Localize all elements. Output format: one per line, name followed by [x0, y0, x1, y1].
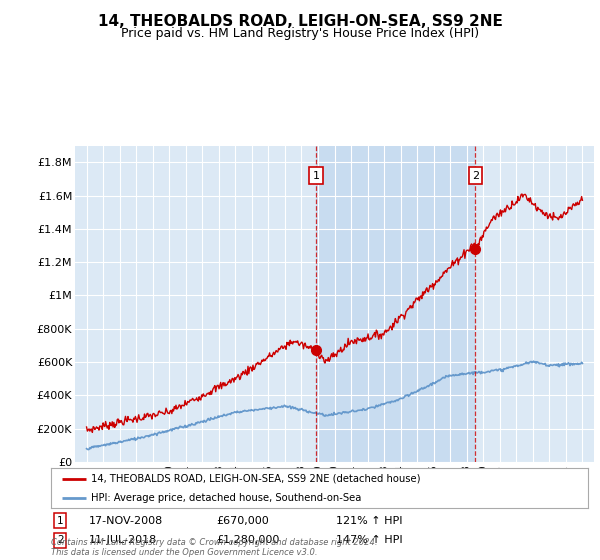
Text: 121% ↑ HPI: 121% ↑ HPI — [336, 516, 403, 526]
Text: 2: 2 — [57, 535, 64, 545]
Text: 17-NOV-2008: 17-NOV-2008 — [89, 516, 163, 526]
Text: 147% ↑ HPI: 147% ↑ HPI — [336, 535, 403, 545]
Text: £1,280,000: £1,280,000 — [216, 535, 280, 545]
Text: HPI: Average price, detached house, Southend-on-Sea: HPI: Average price, detached house, Sout… — [91, 493, 362, 503]
Text: £670,000: £670,000 — [216, 516, 269, 526]
Text: 2: 2 — [472, 171, 479, 180]
Text: 1: 1 — [313, 171, 319, 180]
Text: 14, THEOBALDS ROAD, LEIGH-ON-SEA, SS9 2NE (detached house): 14, THEOBALDS ROAD, LEIGH-ON-SEA, SS9 2N… — [91, 474, 421, 484]
Text: 11-JUL-2018: 11-JUL-2018 — [89, 535, 157, 545]
Bar — [316, 146, 475, 462]
Text: Contains HM Land Registry data © Crown copyright and database right 2024.
This d: Contains HM Land Registry data © Crown c… — [51, 538, 377, 557]
Text: 1: 1 — [57, 516, 64, 526]
Text: 14, THEOBALDS ROAD, LEIGH-ON-SEA, SS9 2NE: 14, THEOBALDS ROAD, LEIGH-ON-SEA, SS9 2N… — [98, 14, 502, 29]
Text: Price paid vs. HM Land Registry's House Price Index (HPI): Price paid vs. HM Land Registry's House … — [121, 27, 479, 40]
